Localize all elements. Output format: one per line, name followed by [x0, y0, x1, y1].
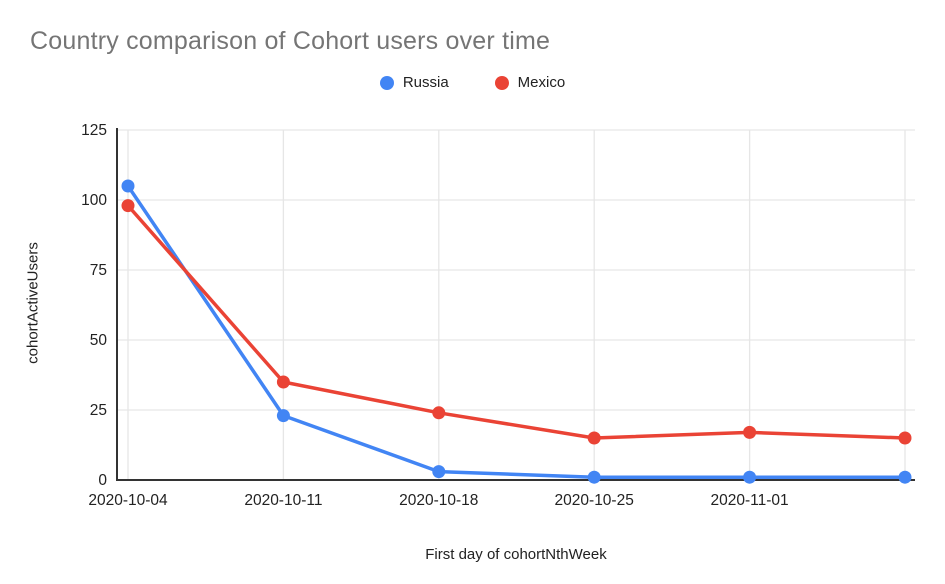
data-point-russia-3[interactable]	[587, 470, 601, 484]
data-point-mexico-0[interactable]	[121, 199, 135, 213]
data-point-mexico-2[interactable]	[432, 406, 446, 420]
data-point-russia-2[interactable]	[432, 465, 446, 479]
x-tick-label: 2020-10-18	[399, 492, 478, 509]
data-point-russia-0[interactable]	[121, 179, 135, 193]
data-point-mexico-3[interactable]	[587, 431, 601, 445]
legend-dot-mexico	[494, 75, 509, 90]
x-tick-label: 2020-10-25	[555, 492, 634, 509]
y-axis-title: cohortActiveUsers	[24, 242, 42, 364]
data-point-russia-1[interactable]	[276, 409, 290, 423]
legend-dot-russia	[379, 75, 394, 90]
legend-item-mexico: Mexico	[494, 74, 566, 91]
data-point-mexico-4[interactable]	[743, 425, 757, 439]
legend-label: Mexico	[517, 74, 566, 91]
series-line-russia	[126, 184, 907, 479]
data-point-mexico-1[interactable]	[276, 375, 290, 389]
legend-label: Russia	[402, 74, 449, 91]
data-point-mexico-5[interactable]	[898, 431, 912, 445]
x-tick-label: 2020-10-11	[244, 492, 322, 509]
chart-title: Country comparison of Cohort users over …	[30, 27, 551, 55]
y-tick-label: 0	[98, 472, 107, 489]
y-tick-label: 75	[90, 262, 107, 279]
y-tick-label: 125	[81, 122, 107, 139]
x-tick-label: 2020-11-01	[711, 492, 789, 509]
legend: Russia Mexico	[0, 74, 945, 91]
data-point-russia-4[interactable]	[743, 470, 757, 484]
x-tick-label: 2020-10-04	[88, 492, 168, 509]
x-axis-title: First day of cohortNthWeek	[425, 546, 607, 563]
series-line-mexico	[126, 203, 907, 440]
y-tick-label: 100	[81, 192, 107, 209]
y-tick-label: 50	[90, 332, 108, 349]
data-point-russia-5[interactable]	[898, 470, 912, 484]
y-tick-label: 25	[90, 402, 107, 419]
legend-item-russia: Russia	[379, 74, 449, 91]
